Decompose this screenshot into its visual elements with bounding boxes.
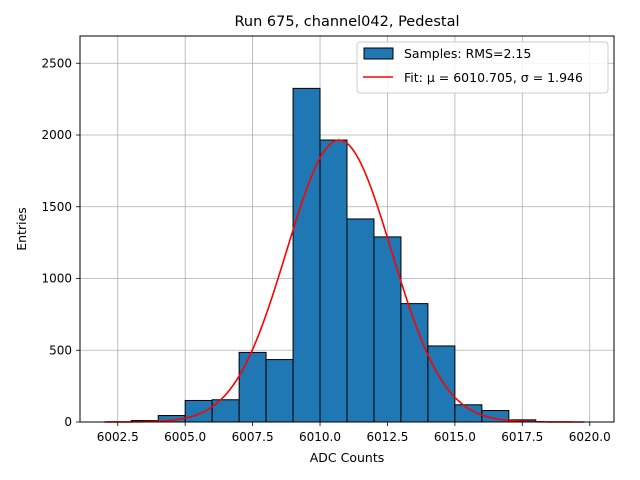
histogram-bar-7 bbox=[319, 139, 348, 423]
x-tick-label-3: 6010.0 bbox=[299, 430, 341, 444]
fit-curve bbox=[104, 139, 585, 423]
y-tick-label-1: 500 bbox=[49, 343, 72, 357]
y-tick-label-2: 1000 bbox=[41, 272, 72, 286]
plot-frame bbox=[79, 35, 615, 423]
legend-box bbox=[356, 41, 609, 94]
histogram-bar-11 bbox=[427, 345, 456, 423]
x-tick-label-7: 6020.0 bbox=[569, 430, 611, 444]
y-tick-label-4: 2000 bbox=[41, 128, 72, 142]
chart-title: Run 675, channel042, Pedestal bbox=[234, 14, 459, 30]
legend-label-histogram: Samples: RMS=2.15 bbox=[404, 46, 531, 61]
y-axis-label: Entries bbox=[14, 207, 29, 251]
y-tick-label-3: 1500 bbox=[41, 200, 72, 214]
x-tick-label-5: 6015.0 bbox=[434, 430, 476, 444]
y-tick-label-0: 0 bbox=[64, 415, 72, 429]
histogram-bar-4 bbox=[238, 351, 267, 423]
histogram-bar-8 bbox=[346, 218, 375, 423]
histogram-bar-6 bbox=[292, 87, 321, 423]
legend-label-fit: Fit: μ = 6010.705, σ = 1.946 bbox=[404, 70, 583, 85]
y-tick-label-5: 2500 bbox=[41, 56, 72, 70]
x-tick-label-0: 6002.5 bbox=[97, 430, 139, 444]
histogram-bar-5 bbox=[265, 359, 294, 423]
x-tick-label-6: 6017.5 bbox=[501, 430, 543, 444]
histogram-bar-2 bbox=[184, 399, 213, 423]
x-tick-label-2: 6007.5 bbox=[232, 430, 274, 444]
x-axis-label: ADC Counts bbox=[310, 450, 385, 465]
x-tick-label-1: 6005.0 bbox=[164, 430, 206, 444]
legend-swatch-histogram bbox=[363, 47, 394, 60]
y-axis-ticks: 0 500 1000 1500 2000 2500 bbox=[41, 56, 80, 429]
histogram-bar-9 bbox=[373, 236, 402, 423]
histogram-bars bbox=[130, 87, 537, 423]
legend: Samples: RMS=2.15 Fit: μ = 6010.705, σ =… bbox=[356, 41, 609, 94]
x-tick-label-4: 6012.5 bbox=[366, 430, 408, 444]
x-axis-ticks: 6002.5 6005.0 6007.5 6010.0 6012.5 6015.0 6017… bbox=[97, 422, 611, 444]
